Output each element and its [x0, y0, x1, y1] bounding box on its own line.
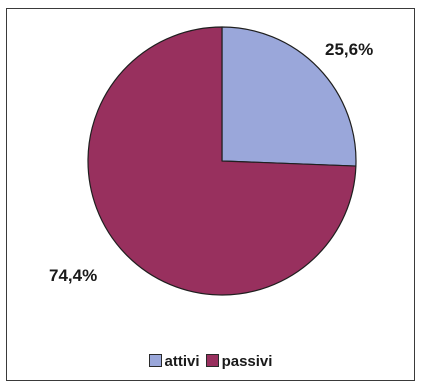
legend: attivi passivi: [7, 352, 414, 370]
data-label-attivi: 25,6%: [325, 40, 373, 59]
legend-item-attivi: attivi: [148, 352, 200, 370]
pie-slice-attivi: [221, 26, 357, 167]
legend-item-passivi: passivi: [205, 352, 273, 370]
legend-label-passivi: passivi: [221, 352, 273, 370]
pie-slice-passivi: [87, 26, 357, 296]
legend-label-attivi: attivi: [164, 352, 200, 370]
legend-swatch-attivi: [148, 353, 162, 367]
pie-chart: 25,6% 74,4%: [49, 26, 373, 296]
legend-swatch-passivi: [205, 353, 219, 367]
chart-frame: 25,6% 74,4% attivi passivi: [6, 8, 415, 381]
data-label-passivi: 74,4%: [49, 266, 97, 285]
